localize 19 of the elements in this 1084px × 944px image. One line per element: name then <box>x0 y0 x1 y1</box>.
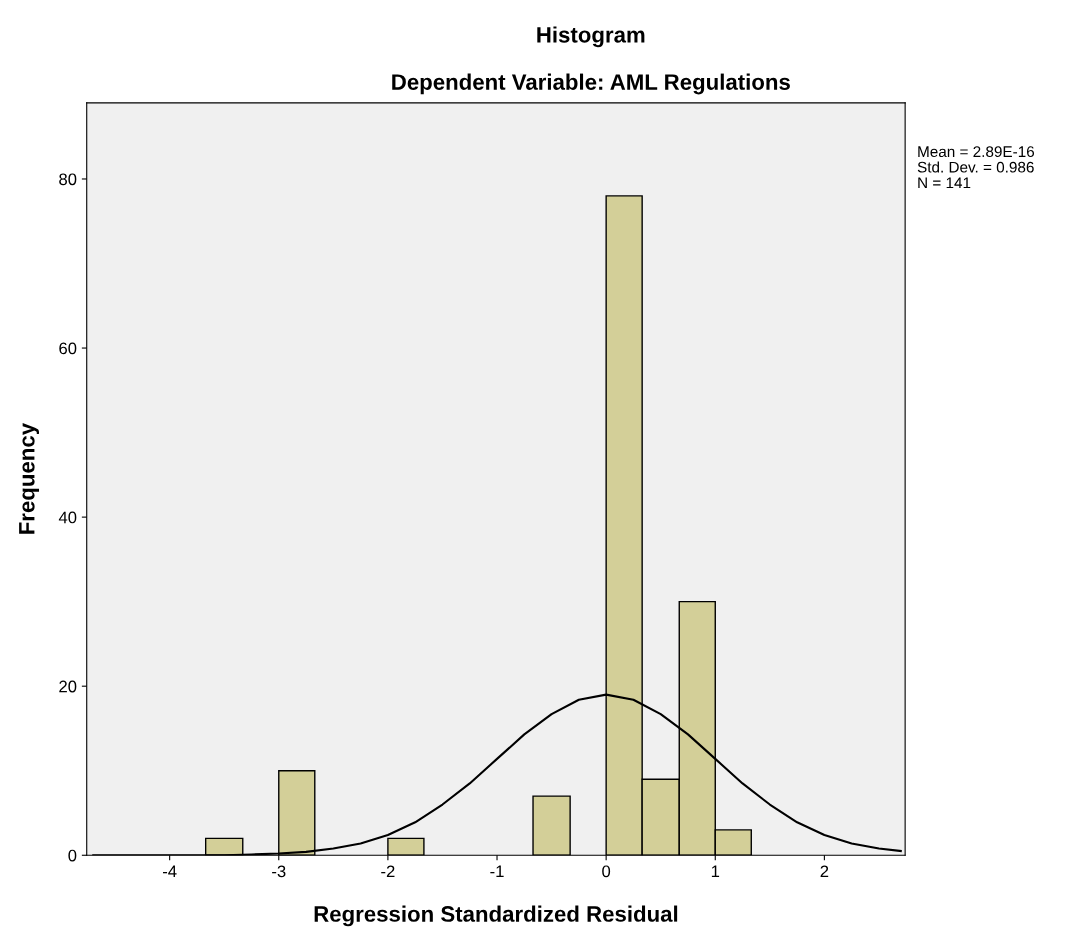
x-tick-label: 2 <box>820 865 829 878</box>
x-tick-label: -2 <box>381 865 395 878</box>
chart-title: Histogram <box>537 26 645 48</box>
x-tick-label: -4 <box>162 865 177 878</box>
text: Mean = 2.89E-16 <box>918 146 1035 158</box>
x-tick-label: 0 <box>602 865 611 878</box>
y-axis-title: Frequency <box>19 423 40 534</box>
chart-subtitle: Dependent Variable: AML Regulations <box>392 73 790 95</box>
x-tick-label: -3 <box>272 865 286 878</box>
y-tick-label: 0 <box>68 849 77 862</box>
y-tick-label: 20 <box>59 680 77 693</box>
x-axis-title: Regression Standardized Residual <box>314 905 678 927</box>
x-tick-label: 1 <box>711 865 720 878</box>
y-tick-label: 80 <box>59 173 77 186</box>
y-tick-label: 60 <box>59 342 77 355</box>
text: N = 141 <box>918 177 971 189</box>
y-tick-label: 40 <box>58 511 77 524</box>
text: Std. Dev. = 0.986 <box>917 161 1034 173</box>
x-tick-label: -1 <box>490 865 504 878</box>
